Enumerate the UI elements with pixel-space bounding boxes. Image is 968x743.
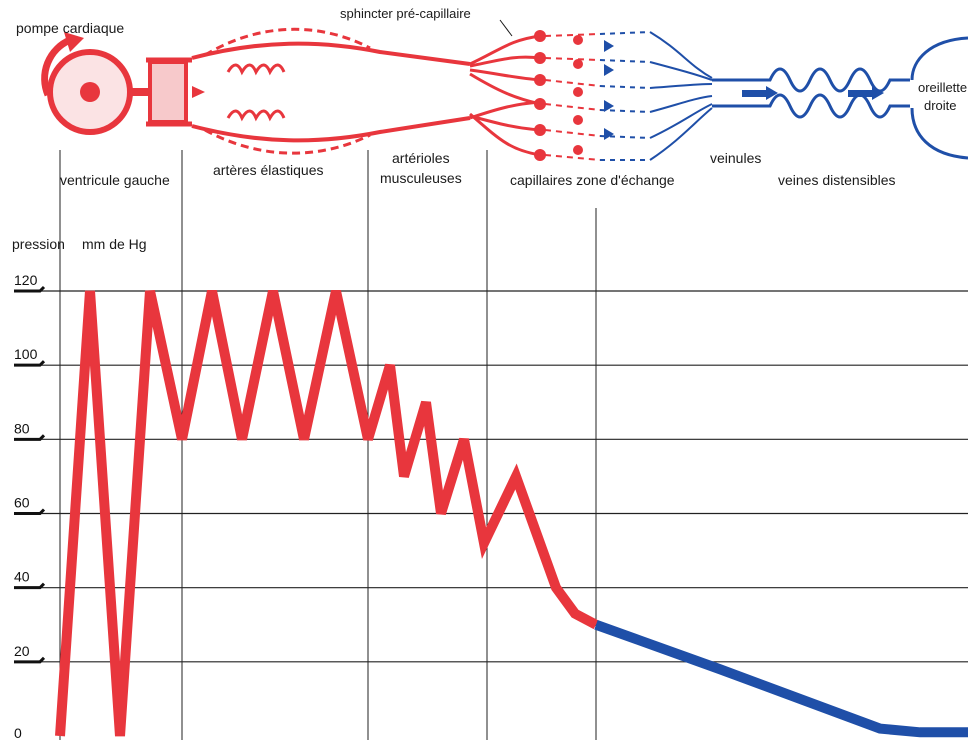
y-tick-label: 80 xyxy=(14,420,30,436)
sphincter-dots xyxy=(534,30,583,161)
label-unit: mm de Hg xyxy=(82,236,147,252)
capillary-venous-dashes xyxy=(599,31,651,161)
tick-marker xyxy=(14,285,46,293)
label-sphincter: sphincter pré-capillaire xyxy=(340,6,471,21)
label-arterioles-2: musculeuses xyxy=(380,170,462,186)
elastic-spring-icon xyxy=(226,63,286,76)
y-tick-label: 60 xyxy=(14,495,30,511)
arteriole-branches xyxy=(469,34,541,157)
tick-marker xyxy=(14,656,46,664)
label-oreillette-1: oreillette xyxy=(918,80,968,95)
label-veines: veines distensibles xyxy=(778,172,896,188)
label-oreillette-2: droite xyxy=(924,98,957,113)
label-pump: pompe cardiaque xyxy=(16,20,125,36)
pump-arrow-icon xyxy=(41,36,72,97)
flow-arrow-icon xyxy=(192,86,205,98)
venous-pressure-line xyxy=(594,620,968,738)
tick-marker xyxy=(14,508,46,515)
label-veinules: veinules xyxy=(710,150,762,166)
elastic-artery-tube xyxy=(191,41,471,66)
label-arteres: artères élastiques xyxy=(213,162,324,178)
venous-flow-arrow-icon xyxy=(742,90,766,97)
label-capillaires: capillaires zone d'échange xyxy=(510,172,675,188)
y-tick-label: 100 xyxy=(14,346,38,362)
label-pression: pression xyxy=(12,236,65,252)
tick-marker xyxy=(14,434,46,441)
tick-marker xyxy=(14,360,46,367)
tick-marker xyxy=(14,582,46,590)
venule-branches xyxy=(649,31,713,161)
label-ventricule: ventricule gauche xyxy=(60,172,170,188)
label-arterioles-1: artérioles xyxy=(392,150,450,166)
vein-tube xyxy=(712,67,910,93)
pump-arrowhead-icon xyxy=(64,32,84,52)
capillary-dashes xyxy=(544,33,601,161)
exchange-arrows xyxy=(604,40,614,140)
y-tick-label: 40 xyxy=(14,569,30,585)
y-tick-label: 0 xyxy=(14,725,22,741)
right-atrium-icon xyxy=(910,36,968,160)
arterial-pressure-line xyxy=(55,289,599,737)
y-tick-label: 120 xyxy=(14,272,38,288)
y-tick-label: 20 xyxy=(14,643,30,659)
circulation-illustration xyxy=(41,19,968,161)
